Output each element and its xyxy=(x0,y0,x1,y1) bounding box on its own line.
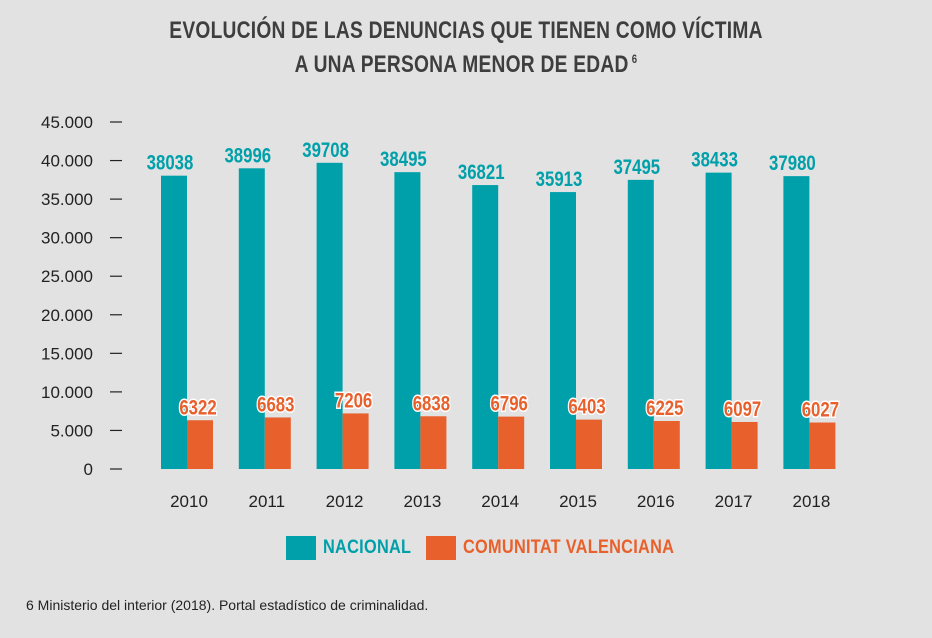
x-tick-label: 2016 xyxy=(637,492,675,511)
y-tick-label: 5.000 xyxy=(50,421,93,440)
bar-valenciana xyxy=(576,419,602,469)
data-label-nacional: 38495 xyxy=(380,148,427,171)
y-tick-label: 20.000 xyxy=(41,306,93,325)
bar-valenciana xyxy=(187,420,213,469)
bar-nacional xyxy=(161,175,187,469)
bar-nacional xyxy=(238,168,265,469)
bar-valenciana xyxy=(420,416,447,469)
legend-swatch-nacional xyxy=(286,536,316,560)
data-label-nacional: 37980 xyxy=(769,152,816,175)
bar-nacional xyxy=(627,179,654,469)
legend-item-nacional: NACIONAL xyxy=(286,536,426,560)
data-label-valenciana: 6683 xyxy=(257,394,294,417)
legend-item-valenciana: COMUNITAT VALENCIANA xyxy=(426,536,709,560)
data-label-valenciana: 6097 xyxy=(724,398,761,421)
y-tick-label: 10.000 xyxy=(41,383,93,402)
x-tick-label: 2017 xyxy=(715,492,753,511)
data-label-nacional: 35913 xyxy=(536,168,583,191)
data-label-nacional: 39708 xyxy=(302,139,349,162)
bar-valenciana xyxy=(264,417,291,469)
data-label-nacional: 38433 xyxy=(691,149,738,172)
data-label-valenciana: 6838 xyxy=(413,393,450,416)
bar-nacional xyxy=(394,172,421,470)
legend-label-valenciana: COMUNITAT VALENCIANA xyxy=(463,537,675,558)
bar-nacional xyxy=(472,185,499,469)
y-tick-label: 35.000 xyxy=(41,190,93,209)
bar-valenciana xyxy=(731,421,758,469)
bar-nacional xyxy=(783,176,810,469)
data-label-valenciana: 6796 xyxy=(491,393,528,416)
y-tick-label: 15.000 xyxy=(41,344,93,363)
data-label-valenciana: 6225 xyxy=(646,397,684,420)
bar-valenciana xyxy=(498,416,525,469)
data-label-valenciana: 6322 xyxy=(179,397,216,420)
y-tick-label: 25.000 xyxy=(41,267,93,286)
data-label-valenciana: 6027 xyxy=(802,399,839,422)
chart-title-line2: A UNA PERSONA MENOR DE EDAD 6 xyxy=(93,45,839,79)
source-note: 6 Ministerio del interior (2018). Portal… xyxy=(26,597,429,613)
data-label-valenciana: 7206 xyxy=(335,390,372,413)
data-label-nacional: 36821 xyxy=(458,161,505,184)
legend-label-nacional: NACIONAL xyxy=(323,537,412,558)
bar-valenciana xyxy=(653,420,680,469)
x-tick-label: 2013 xyxy=(403,492,441,511)
y-tick-label: 40.000 xyxy=(41,152,93,171)
chart-title-line2-text: A UNA PERSONA MENOR DE EDAD xyxy=(294,51,629,78)
y-tick-label: 45.000 xyxy=(41,113,93,132)
data-label-nacional: 38996 xyxy=(224,145,271,168)
legend: NACIONAL COMUNITAT VALENCIANA xyxy=(0,536,932,566)
legend-swatch-valenciana xyxy=(426,536,456,560)
y-tick-label: 30.000 xyxy=(41,229,93,248)
x-tick-label: 2014 xyxy=(481,492,519,511)
x-tick-label: 2012 xyxy=(326,492,364,511)
x-tick-label: 2015 xyxy=(559,492,597,511)
bar-valenciana xyxy=(342,413,369,469)
x-tick-label: 2010 xyxy=(170,492,208,511)
chart-title-line1: EVOLUCIÓN DE LAS DENUNCIAS QUE TIENEN CO… xyxy=(169,17,763,44)
x-tick-label: 2018 xyxy=(792,492,830,511)
bar-nacional xyxy=(550,192,576,469)
chart-title: EVOLUCIÓN DE LAS DENUNCIAS QUE TIENEN CO… xyxy=(93,16,839,79)
bar-nacional xyxy=(705,172,732,470)
data-label-nacional: 38038 xyxy=(147,152,194,175)
y-tick-label: 0 xyxy=(84,460,93,479)
bar-chart: 0 5.000 10.000 15.000 20.000 25.000 30.000 35.0… xyxy=(41,113,840,511)
bar-nacional xyxy=(316,162,343,470)
data-label-valenciana: 6403 xyxy=(568,396,605,419)
x-tick-label: 2011 xyxy=(249,492,286,511)
footnote-marker: 6 xyxy=(631,52,638,66)
data-label-nacional: 37495 xyxy=(613,156,660,179)
bar-valenciana xyxy=(809,422,836,469)
